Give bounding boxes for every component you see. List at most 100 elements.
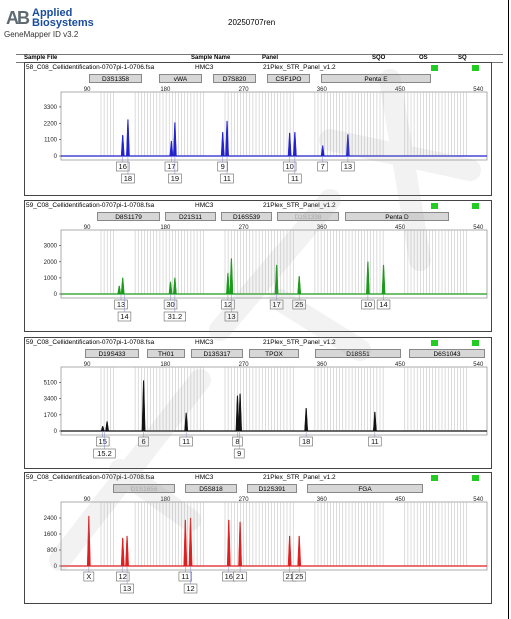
allele-label[interactable]: 13	[344, 162, 352, 171]
marker-label[interactable]: CSF1PO	[267, 74, 310, 83]
marker-label[interactable]: D7S820	[213, 74, 256, 83]
peak[interactable]	[117, 285, 122, 295]
marker-label[interactable]: vWA	[159, 74, 202, 83]
allele-label[interactable]: 10	[285, 162, 293, 171]
peak[interactable]	[225, 120, 229, 157]
marker-label[interactable]: D5S818	[185, 484, 237, 493]
peak[interactable]	[220, 131, 225, 157]
peak[interactable]	[304, 407, 309, 432]
allele-label[interactable]: 14	[379, 300, 387, 309]
allele-label[interactable]: 7	[321, 162, 325, 171]
allele-box	[179, 436, 193, 447]
peak[interactable]	[86, 515, 91, 567]
peak[interactable]	[226, 519, 231, 567]
marker-label[interactable]: D19S433	[85, 349, 139, 358]
peak[interactable]	[100, 425, 105, 432]
peak[interactable]	[287, 535, 292, 567]
allele-label[interactable]: 6	[142, 437, 146, 446]
allele-label[interactable]: 16	[119, 162, 127, 171]
x-tick-label: 540	[473, 497, 484, 503]
allele-label[interactable]: 10	[364, 300, 372, 309]
allele-label[interactable]: 13	[123, 584, 131, 593]
peak[interactable]	[120, 277, 125, 295]
x-tick-label: 180	[160, 362, 171, 368]
peak[interactable]	[188, 517, 193, 567]
page-right-border	[508, 0, 509, 619]
peak[interactable]	[238, 393, 242, 432]
peak[interactable]	[381, 264, 386, 295]
allele-label[interactable]: 25	[295, 572, 303, 581]
allele-label[interactable]: 17	[167, 162, 175, 171]
allele-label[interactable]: 25	[295, 300, 303, 309]
marker-label[interactable]: D3S1358	[89, 74, 142, 83]
marker-label[interactable]: D16S539	[221, 212, 272, 221]
marker-label[interactable]: FGA	[307, 484, 423, 493]
allele-label[interactable]: 11	[223, 174, 231, 183]
peak[interactable]	[169, 140, 174, 157]
marker-label[interactable]: TPOX	[249, 349, 299, 358]
peak[interactable]	[293, 131, 297, 157]
peak[interactable]	[226, 272, 230, 295]
allele-label[interactable]: 12	[119, 572, 127, 581]
allele-label[interactable]: 21	[236, 572, 244, 581]
marker-label[interactable]: TH01	[147, 349, 185, 358]
x-tick-label: 270	[239, 87, 250, 93]
peak[interactable]	[184, 412, 189, 432]
allele-label[interactable]: 13	[117, 300, 125, 309]
col-sample-file: Sample File	[24, 55, 58, 61]
allele-label[interactable]: 9	[221, 162, 225, 171]
peak[interactable]	[125, 535, 129, 567]
peak[interactable]	[173, 122, 177, 157]
peak[interactable]	[320, 145, 325, 157]
allele-label[interactable]: X	[86, 572, 91, 581]
allele-label[interactable]: 14	[120, 312, 128, 321]
allele-label[interactable]: 18	[124, 174, 132, 183]
marker-label[interactable]: D13S317	[191, 349, 243, 358]
peak[interactable]	[366, 261, 370, 295]
allele-label[interactable]: 11	[291, 174, 299, 183]
allele-label[interactable]: 9	[237, 449, 241, 458]
peak[interactable]	[168, 281, 173, 295]
marker-label[interactable]: D18S51	[315, 349, 401, 358]
allele-label[interactable]: 16	[225, 572, 233, 581]
marker-label[interactable]: D21S11	[165, 212, 216, 221]
marker-label[interactable]: Penta E	[321, 74, 431, 83]
allele-label[interactable]: 15	[99, 437, 107, 446]
peak[interactable]	[287, 132, 292, 157]
peak[interactable]	[235, 395, 240, 432]
peak[interactable]	[297, 535, 302, 567]
allele-label[interactable]: 11	[181, 572, 189, 581]
allele-label[interactable]: 30	[166, 300, 174, 309]
peak[interactable]	[173, 277, 177, 295]
allele-label[interactable]: 21	[285, 572, 293, 581]
allele-label[interactable]: 11	[371, 437, 379, 446]
peak[interactable]	[141, 380, 146, 432]
peak[interactable]	[120, 537, 125, 567]
peak[interactable]	[229, 258, 234, 295]
allele-label[interactable]: 18	[302, 437, 310, 446]
peak[interactable]	[105, 421, 109, 432]
marker-label[interactable]: D1S1656	[113, 484, 175, 493]
allele-label[interactable]: 8	[235, 437, 239, 446]
allele-label[interactable]: 19	[171, 174, 179, 183]
peak[interactable]	[126, 119, 130, 157]
marker-label[interactable]: D8S1179	[97, 212, 160, 221]
allele-label[interactable]: 15.2	[97, 449, 112, 458]
peak[interactable]	[120, 134, 125, 157]
marker-label[interactable]: Penta D	[345, 212, 449, 221]
marker-label[interactable]: D6S1043	[409, 349, 485, 358]
peak[interactable]	[274, 264, 279, 295]
allele-label[interactable]: 31.2	[168, 312, 183, 321]
allele-label[interactable]: 17	[272, 300, 280, 309]
marker-label[interactable]: D2S1338	[277, 212, 339, 221]
allele-label[interactable]: 12	[186, 584, 194, 593]
peak[interactable]	[238, 521, 242, 567]
allele-label[interactable]: 12	[224, 300, 232, 309]
marker-label[interactable]: D12S391	[247, 484, 297, 493]
allele-label[interactable]: 13	[227, 312, 235, 321]
allele-label[interactable]: 11	[182, 437, 190, 446]
peak[interactable]	[183, 519, 188, 567]
peak[interactable]	[372, 411, 377, 432]
peak[interactable]	[346, 134, 350, 157]
peak[interactable]	[297, 276, 302, 295]
